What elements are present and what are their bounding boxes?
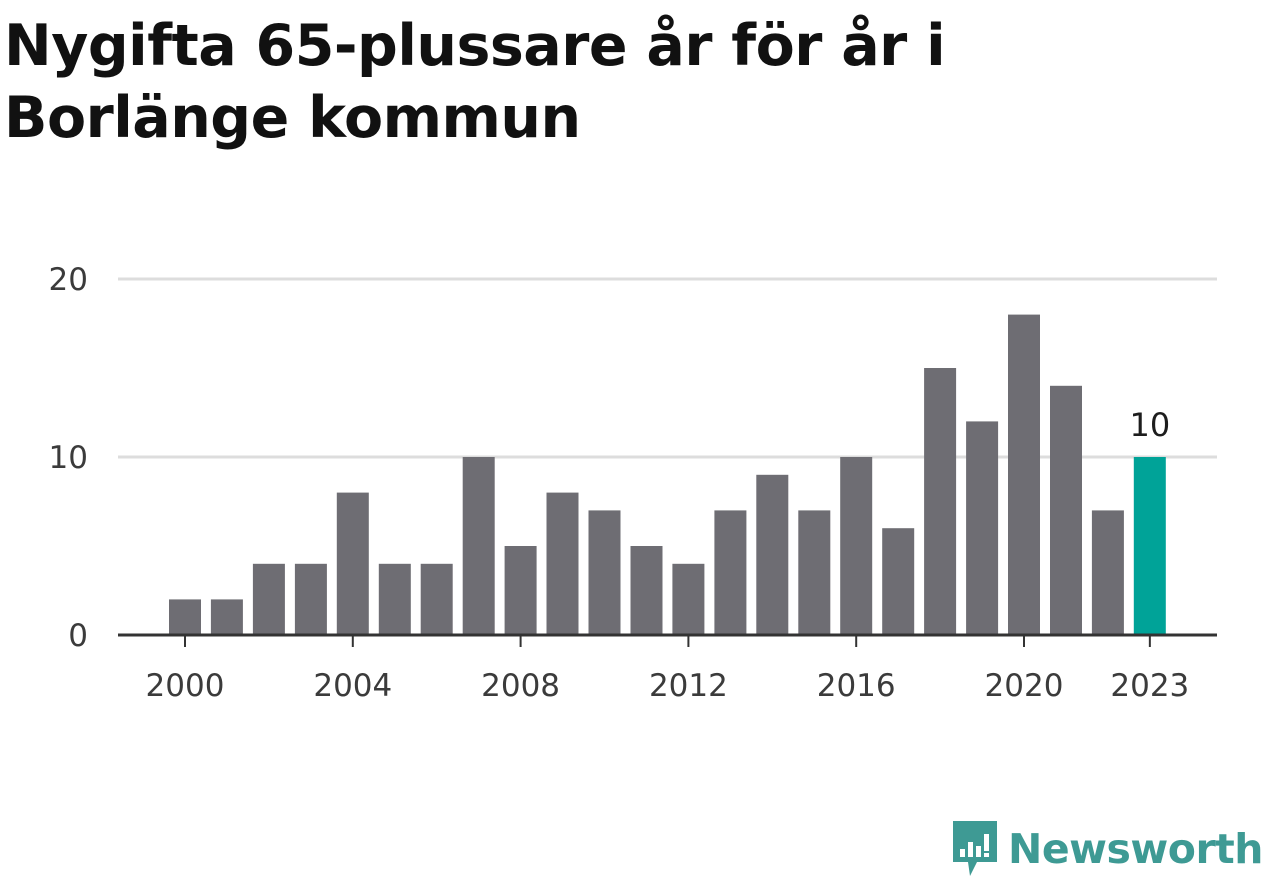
y-tick-label: 0 [68, 618, 88, 654]
bar [210, 599, 243, 635]
newsworthy-logo-icon [953, 821, 997, 876]
bar [420, 563, 453, 635]
bar-chart: 0 10 20 10 2000 2004 2008 2012 2016 2020 2023 [49, 262, 1217, 704]
bar [169, 599, 201, 635]
x-tick-label: 2012 [649, 668, 728, 704]
bar [588, 510, 621, 635]
brand-name: Newsworthy [1008, 825, 1262, 873]
bar [1008, 314, 1040, 635]
y-tick-label: 10 [49, 440, 88, 476]
bar [882, 528, 915, 635]
bar [672, 563, 705, 635]
x-tick-label: 2008 [481, 668, 560, 704]
x-axis [118, 633, 1217, 647]
bar [336, 492, 369, 635]
bar [252, 563, 285, 635]
bars [169, 314, 1166, 635]
bar [714, 510, 747, 635]
bar [798, 510, 831, 635]
bar [630, 546, 663, 635]
bar [756, 474, 789, 635]
bar [294, 563, 327, 635]
y-tick-label: 20 [49, 262, 88, 298]
data-label: 10 [1129, 406, 1170, 444]
bar [462, 457, 495, 635]
x-tick-label: 2020 [985, 668, 1064, 704]
chart-title: Nygifta 65-plussare år för år i Borlänge… [4, 13, 946, 151]
bar [966, 421, 999, 635]
tick-labels: 0 10 20 10 2000 2004 2008 2012 2016 2020 2023 [49, 262, 1190, 704]
x-tick-label: 2023 [1110, 668, 1189, 704]
x-tick-label: 2004 [313, 668, 392, 704]
bar [1091, 510, 1124, 635]
bar [924, 368, 957, 635]
bar [840, 457, 873, 635]
bar [504, 546, 537, 635]
bar-highlight [1133, 457, 1166, 635]
x-tick-label: 2016 [817, 668, 896, 704]
bar [1050, 385, 1082, 635]
bar [378, 563, 411, 635]
brand-logo: Newsworthy [950, 818, 1262, 880]
bar [546, 492, 579, 635]
x-tick-label: 2000 [146, 668, 225, 704]
